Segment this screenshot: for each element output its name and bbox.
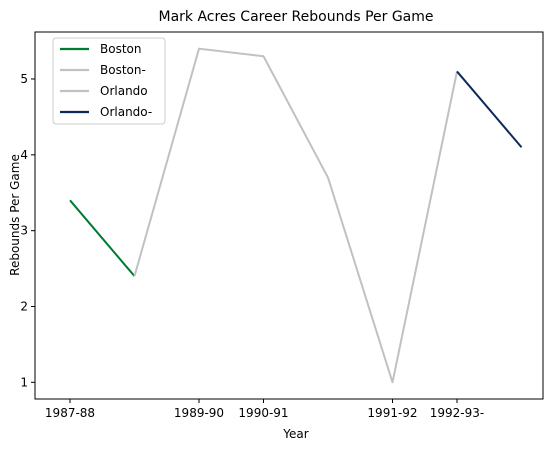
legend-label: Orlando [100,84,148,98]
series-line-3 [456,70,523,148]
x-tick-label: 1989-90 [174,406,224,420]
x-tick-label: 1991-92 [367,406,417,420]
y-axis-ticks: 1 2 3 4 5 [20,72,35,389]
y-tick-label: 4 [20,148,28,162]
y-tick-label: 2 [20,299,28,313]
series-line-1 [133,47,458,384]
x-axis-label: Year [282,427,308,441]
plot-area [34,31,544,400]
legend: Boston Boston- Orlando Orlando- [52,37,166,125]
x-axis-ticks: 1987-88 1989-90 1990-91 1991-92 1992-93- [45,399,484,420]
legend-label: Orlando- [100,105,152,119]
x-tick-label: 1992-93- [430,406,484,420]
y-axis-label: Rebounds Per Game [8,154,22,276]
x-tick-label: 1990-91 [238,406,288,420]
y-tick-label: 3 [20,224,28,238]
series-line-0 [69,199,136,277]
y-tick-label: 1 [20,375,28,389]
series-layer [69,47,523,384]
legend-label: Boston- [100,63,146,77]
x-tick-label: 1987-88 [45,406,95,420]
legend-label: Boston [100,42,141,56]
chart-title: Mark Acres Career Rebounds Per Game [158,9,433,25]
y-tick-label: 5 [20,72,28,86]
legend-box [52,37,166,125]
